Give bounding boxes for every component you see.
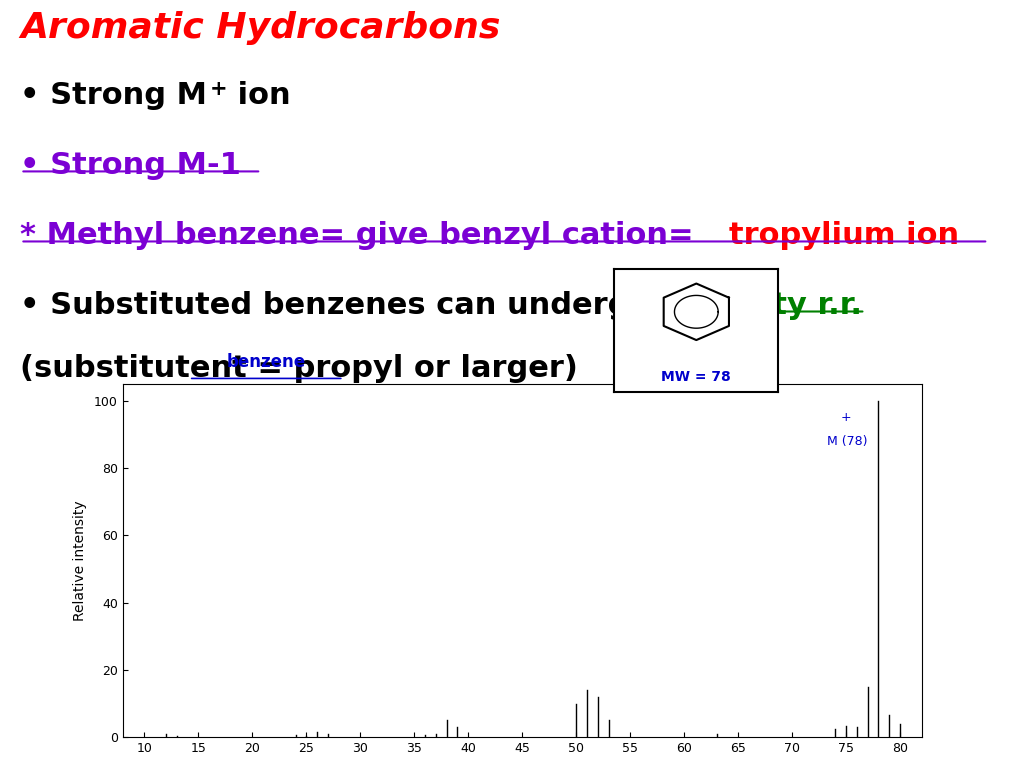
Text: • Strong M-1: • Strong M-1 [20,151,242,180]
Text: * Methyl benzene= give benzyl cation=: * Methyl benzene= give benzyl cation= [20,221,705,250]
Text: ion: ion [227,81,291,110]
Text: M (78): M (78) [826,435,867,448]
Text: • Substituted benzenes can undergo: • Substituted benzenes can undergo [20,291,662,320]
Text: • Strong M: • Strong M [20,81,208,110]
Text: McLafferty r.r.: McLafferty r.r. [622,291,861,320]
Text: MW = 78: MW = 78 [662,370,731,384]
Text: benzene: benzene [226,353,306,370]
Y-axis label: Relative intensity: Relative intensity [73,500,87,621]
Text: tropylium ion: tropylium ion [729,221,959,250]
Text: +: + [210,79,227,99]
Text: +: + [841,411,851,424]
Text: Aromatic Hydrocarbons: Aromatic Hydrocarbons [20,11,501,45]
Text: (substitutent = propyl or larger): (substitutent = propyl or larger) [20,354,579,383]
